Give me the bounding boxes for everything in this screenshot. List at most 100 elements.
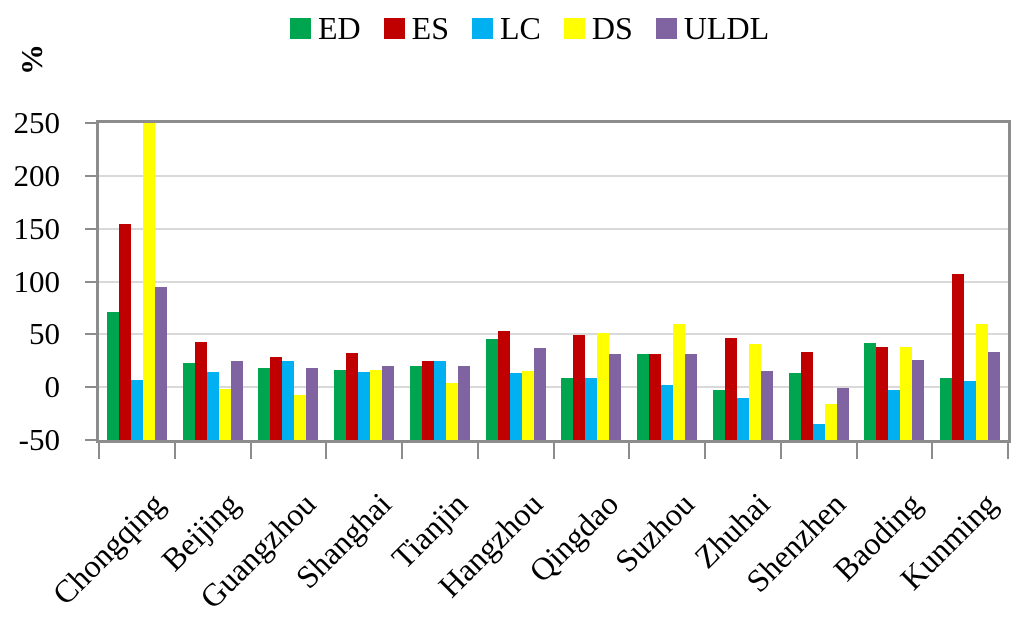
gridline-200 [99, 174, 1008, 177]
y-tick-label-150: 150 [13, 210, 61, 246]
bar-shanghai-lc [358, 372, 370, 440]
y-tick-0 [85, 386, 96, 389]
legend-swatch-lc [472, 17, 493, 39]
legend-item-es: ES [383, 10, 449, 46]
y-tick-250 [85, 122, 96, 124]
y-tick-200 [85, 174, 96, 177]
chart-legend: ED ES LC DS ULDL [290, 10, 769, 46]
bar-zhuhai-uldl [761, 371, 773, 440]
x-tick-3 [325, 443, 328, 459]
bar-chongqing-ed [107, 312, 119, 440]
legend-swatch-ds [563, 17, 585, 39]
bar-chongqing-lc [131, 380, 143, 440]
bar-zhuhai-ed [713, 390, 725, 440]
bar-guangzhou-ds [294, 395, 306, 440]
bar-tianjin-ed [410, 366, 422, 440]
bar-kunming-lc [964, 381, 976, 440]
legend-swatch-uldl [655, 17, 677, 39]
bar-suzhou-uldl [685, 354, 697, 440]
bar-shenzhen-es [801, 352, 813, 440]
bar-suzhou-ds [673, 324, 685, 440]
plot-area [96, 120, 1011, 443]
bar-kunming-ed [940, 378, 952, 440]
x-tick-11 [931, 443, 934, 459]
bar-shanghai-es [346, 353, 358, 440]
legend-item-lc: LC [472, 10, 541, 46]
x-tick-5 [476, 443, 479, 459]
bar-shenzhen-ed [789, 373, 801, 440]
legend-label-ed: ED [318, 10, 361, 46]
bar-suzhou-ed [637, 354, 649, 440]
legend-swatch-es [383, 17, 405, 39]
bar-beijing-ds [219, 389, 231, 440]
bar-zhuhai-lc [737, 398, 749, 440]
legend-label-lc: LC [500, 10, 541, 46]
bar-suzhou-es [649, 354, 661, 440]
bar-baoding-uldl [912, 360, 924, 440]
x-category-label-chongqing: Chongqing [44, 485, 171, 612]
bar-chongqing-uldl [155, 287, 167, 440]
bar-beijing-ed [183, 363, 195, 440]
bar-hangzhou-uldl [534, 348, 546, 440]
bar-shanghai-ed [334, 370, 346, 440]
bar-kunming-ds [976, 324, 988, 440]
bar-qingdao-lc [585, 378, 597, 440]
y-tick-label-100: 100 [13, 263, 61, 299]
bar-shenzhen-lc [813, 424, 825, 440]
bar-beijing-lc [207, 372, 219, 440]
bar-baoding-ds [900, 347, 912, 440]
legend-label-es: ES [411, 10, 449, 46]
bar-beijing-uldl [231, 361, 243, 440]
bar-guangzhou-es [270, 357, 282, 440]
bar-guangzhou-uldl [306, 368, 318, 440]
y-tick-label-50: 50 [29, 316, 60, 352]
legend-label-ds: DS [591, 10, 633, 46]
bar-zhuhai-es [725, 338, 737, 440]
bar-baoding-lc [888, 390, 900, 440]
bar-tianjin-es [422, 361, 434, 440]
gridline-0 [99, 386, 1008, 389]
bar-shanghai-ds [370, 370, 382, 440]
y-tick-label-0: 0 [44, 369, 61, 405]
bar-tianjin-lc [434, 361, 446, 440]
x-tick-9 [779, 443, 782, 459]
bar-shanghai-uldl [382, 366, 394, 440]
bar-beijing-es [195, 342, 207, 440]
x-tick-2 [249, 443, 252, 459]
y-tick-100 [85, 280, 96, 283]
bar-guangzhou-ed [258, 368, 270, 440]
bar-chongqing-es [119, 224, 131, 440]
bar-kunming-es [952, 274, 964, 440]
bar-baoding-ed [864, 343, 876, 440]
x-tick-4 [401, 443, 403, 459]
y-tick-50 [85, 333, 96, 336]
bar-hangzhou-es [498, 331, 510, 440]
gridline-150 [99, 227, 1008, 230]
x-tick-1 [173, 443, 176, 459]
x-tick-0 [98, 443, 100, 459]
legend-item-uldl: ULDL [655, 10, 770, 46]
bar-chongqing-ds [143, 123, 155, 440]
bar-tianjin-ds [446, 383, 458, 440]
bar-hangzhou-lc [510, 373, 522, 440]
legend-item-ds: DS [563, 10, 633, 46]
legend-swatch-ed [290, 17, 311, 39]
x-category-label-suzhou: Suzhou [607, 485, 702, 579]
bar-hangzhou-ed [486, 339, 498, 440]
y-axis-unit-label: % [14, 44, 49, 75]
legend-label-uldl: ULDL [683, 10, 770, 46]
y-tick-150 [85, 227, 96, 230]
gridline-50 [99, 333, 1008, 336]
legend-item-ed: ED [290, 10, 361, 46]
x-tick-8 [704, 443, 706, 459]
y-tick-label--50: -50 [18, 422, 60, 457]
bar-suzhou-lc [661, 385, 673, 440]
bar-kunming-uldl [988, 352, 1000, 440]
bar-guangzhou-lc [282, 361, 294, 440]
bar-qingdao-es [573, 335, 585, 440]
bar-hangzhou-ds [522, 371, 534, 440]
bar-qingdao-uldl [609, 354, 621, 440]
gridline-100 [99, 280, 1008, 283]
bar-shenzhen-uldl [837, 388, 849, 440]
